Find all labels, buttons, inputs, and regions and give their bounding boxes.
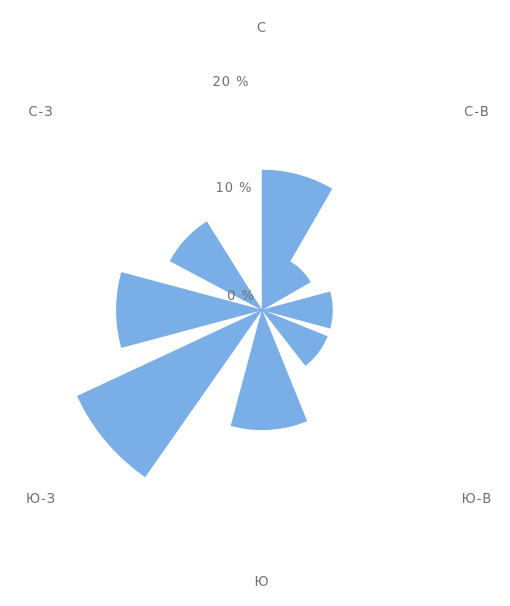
- direction-label-n: С: [257, 21, 267, 36]
- direction-label-sw: Ю-З: [26, 492, 56, 507]
- radial-tick-label-0: 0 %: [227, 289, 255, 304]
- direction-label-nw: С-З: [28, 105, 53, 120]
- direction-label-s: Ю: [254, 575, 269, 590]
- sectors-layer: [77, 170, 332, 477]
- sector-5: [77, 310, 262, 477]
- radial-tick-label-10: 10 %: [215, 181, 252, 196]
- radial-tick-label-20: 20 %: [212, 75, 249, 90]
- direction-label-ne: С-В: [464, 105, 490, 120]
- direction-label-se: Ю-В: [462, 492, 493, 507]
